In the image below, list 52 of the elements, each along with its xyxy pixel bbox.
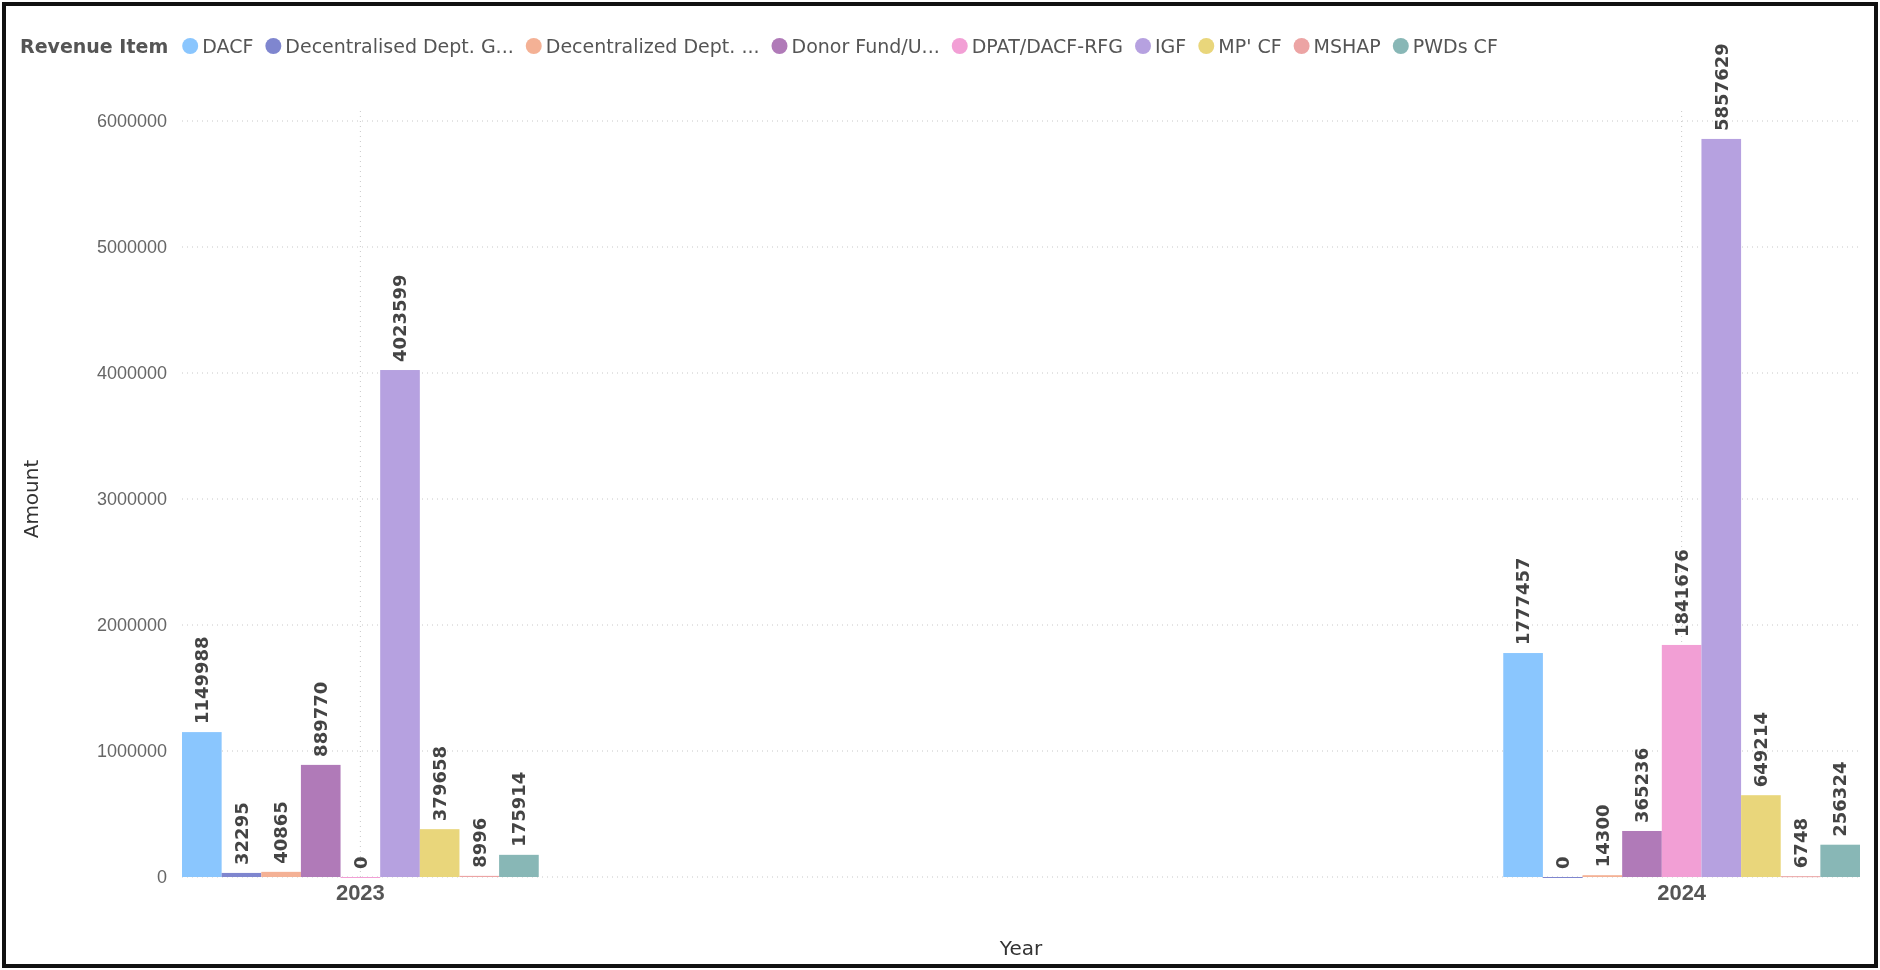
bar	[1622, 830, 1662, 877]
y-tick-label: 1000000	[96, 741, 167, 762]
legend-label: MP' CF	[1218, 34, 1282, 57]
legend-label: PWDs CF	[1412, 34, 1498, 57]
legend-title: Revenue Item	[20, 34, 169, 57]
legend-label: DACF	[202, 34, 254, 57]
bar	[1701, 138, 1742, 877]
bar	[499, 854, 539, 877]
data-label: 649214	[1750, 712, 1772, 788]
bar	[261, 871, 301, 877]
y-tick-label: 2000000	[96, 615, 167, 636]
data-label: 14300	[1591, 804, 1613, 868]
legend-label: MSHAP	[1313, 34, 1381, 57]
data-label: 1777457	[1512, 557, 1534, 646]
data-label: 0	[349, 856, 371, 869]
legend-label: IGF	[1155, 34, 1187, 57]
x-tick-label: 2024	[1657, 879, 1707, 905]
data-label: 1841676	[1670, 549, 1692, 637]
legend-label: Decentralised Dept. G...	[285, 34, 514, 57]
bar	[419, 829, 460, 877]
y-axis-title: Amount	[19, 459, 43, 539]
y-tick-label: 4000000	[96, 363, 167, 384]
bar	[1741, 795, 1781, 877]
bar	[300, 764, 341, 877]
legend-label: Decentralized Dept. ...	[545, 34, 760, 57]
bar	[182, 732, 222, 877]
data-label: 5857629	[1710, 43, 1732, 131]
y-tick-label: 0	[156, 867, 167, 888]
data-label: 6748	[1789, 818, 1811, 869]
bar	[380, 370, 420, 877]
bar	[221, 872, 262, 877]
bar	[1661, 644, 1702, 877]
data-label: 8996	[468, 817, 490, 868]
data-label: 4023599	[389, 274, 411, 363]
legend-label: Donor Fund/U...	[791, 34, 940, 57]
data-label: 32295	[230, 802, 252, 865]
data-label: 0	[1552, 856, 1574, 869]
data-label: 379658	[428, 746, 450, 822]
data-label: 40865	[270, 801, 292, 864]
data-label: 889770	[310, 681, 332, 757]
x-tick-label: 2023	[335, 879, 385, 905]
y-tick-label: 5000000	[96, 237, 167, 258]
x-axis-title: Year	[998, 936, 1043, 960]
y-tick-label: 6000000	[96, 111, 167, 132]
data-label: 1149988	[191, 636, 213, 725]
legend-label: DPAT/DACF-RFG	[971, 34, 1124, 57]
bar	[1820, 844, 1860, 877]
data-label: 365236	[1631, 747, 1653, 823]
bar	[1503, 653, 1543, 877]
data-label: 256324	[1829, 761, 1851, 837]
data-label: 175914	[508, 771, 530, 847]
y-tick-label: 3000000	[96, 489, 167, 510]
